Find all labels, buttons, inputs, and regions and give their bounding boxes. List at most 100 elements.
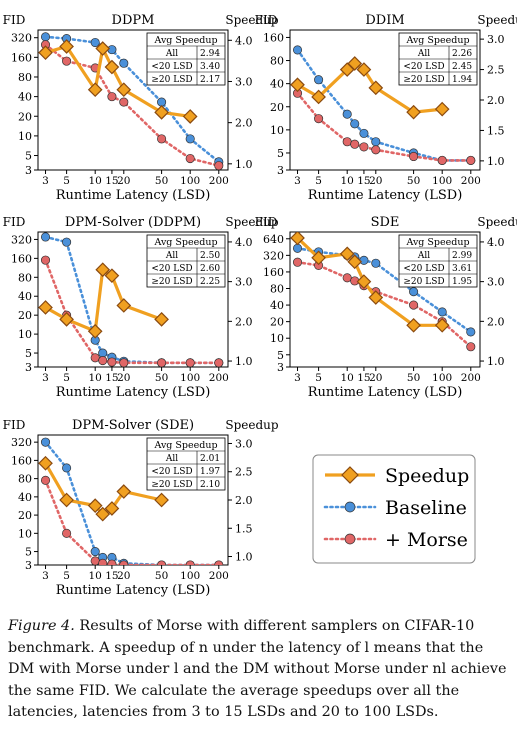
- baseline-point: [98, 348, 108, 358]
- table-row-label: ≥20 LSD: [403, 277, 444, 287]
- x-axis-label: Runtime Latency (LSD): [56, 385, 211, 400]
- y-tick-label: 20: [18, 110, 32, 123]
- morse-point: [350, 139, 360, 149]
- series-group: [38, 232, 224, 367]
- table-row-value: 2.25: [200, 277, 220, 287]
- avg-speedup-table: Avg Speedup All 2.94 <20 LSD 3.40 ≥20 LSD 2.17: [146, 32, 226, 86]
- speedup-point: [104, 268, 120, 284]
- y-tick-label: 640: [263, 233, 284, 246]
- morse-point: [342, 137, 352, 147]
- baseline-point: [62, 463, 72, 473]
- x-axis-label: Runtime Latency (LSD): [56, 188, 211, 203]
- y-tick-label: 40: [270, 78, 284, 91]
- y2-tick-label: 1.0: [235, 158, 253, 171]
- table-row-value: 3.40: [200, 62, 220, 72]
- y2-axis-label: Speedup: [225, 13, 279, 27]
- y2-tick-label: 1.0: [235, 551, 253, 564]
- speedup-point: [406, 317, 421, 333]
- table-row-value: 1.94: [452, 75, 472, 85]
- y2-tick-label: 4.0: [487, 236, 505, 249]
- baseline-point: [40, 32, 51, 42]
- x-tick-label: 200: [209, 570, 229, 582]
- chart-title: DPM-Solver (DDPM): [65, 215, 201, 230]
- baseline-point: [292, 243, 303, 253]
- speedup-point: [38, 45, 53, 60]
- morse-point: [185, 560, 195, 565]
- morse-point: [437, 155, 447, 165]
- x-tick-label: 20: [117, 372, 130, 384]
- y-tick-label: 5: [25, 347, 32, 360]
- x-tick-label: 100: [180, 175, 200, 187]
- table-row-label: <20 LSD: [151, 467, 192, 477]
- y2-tick-label: 2.0: [235, 117, 253, 130]
- table-row-value: 2.01: [200, 454, 220, 464]
- morse-point: [214, 560, 224, 565]
- table-row-label: ≥20 LSD: [151, 75, 192, 85]
- morse-point: [292, 257, 303, 267]
- x-tick-label: 200: [209, 372, 229, 384]
- baseline-point: [466, 327, 476, 337]
- y-tick-label: 20: [270, 101, 284, 114]
- y2-tick-label: 3.0: [487, 276, 505, 289]
- y-tick-label: 3: [25, 164, 32, 177]
- morse-point: [107, 357, 117, 367]
- legend-marker: [341, 466, 359, 484]
- legend-label: Speedup: [385, 465, 469, 487]
- baseline-point: [292, 45, 303, 55]
- x-tick-label: 5: [63, 175, 70, 187]
- y2-tick-label: 2.0: [235, 315, 253, 328]
- avg-speedup-table: Avg Speedup All 2.99 <20 LSD 3.61 ≥20 LSD 1.95: [398, 234, 478, 288]
- table-row-value: 1.95: [452, 277, 472, 287]
- table-header: Avg Speedup: [153, 440, 217, 451]
- x-tick-label: 3: [42, 175, 49, 187]
- plot-frame: [37, 29, 229, 171]
- y-tick-label: 320: [11, 436, 32, 449]
- speedup-point: [95, 506, 111, 522]
- morse-point: [371, 145, 381, 155]
- baseline-point: [350, 119, 360, 129]
- baseline-point: [40, 437, 51, 447]
- y-tick-label: 10: [18, 130, 32, 143]
- y-tick-label: 80: [18, 473, 32, 486]
- speedup-point: [59, 39, 74, 54]
- chart-panel-2: DDIM FID Speedup Runtime Latency (LSD) 3 5 10 2…: [255, 13, 517, 203]
- x-tick-label: 20: [117, 175, 130, 187]
- x-tick-label: 50: [155, 372, 168, 384]
- chart-panel-5: DPM-Solver (SDE) FID Speedup Runtime Latenc…: [3, 418, 279, 598]
- y2-axis-label: Speedup: [477, 13, 517, 27]
- y-tick-label: 320: [263, 249, 284, 262]
- speedup-point: [347, 56, 363, 71]
- morse-point: [214, 161, 224, 170]
- y-tick-label: 5: [25, 150, 32, 163]
- morse-point: [119, 97, 129, 107]
- speedup-point: [116, 298, 132, 313]
- morse-point: [62, 528, 72, 538]
- speedup-point: [116, 484, 132, 499]
- x-tick-label: 200: [461, 372, 481, 384]
- chart-title: DDIM: [365, 13, 404, 28]
- morse-point: [90, 353, 100, 363]
- speedup-point: [311, 250, 326, 266]
- x-tick-label: 10: [89, 570, 102, 582]
- table-row-label: ≥20 LSD: [151, 277, 192, 287]
- speedup-point: [87, 323, 103, 339]
- baseline-point: [185, 134, 195, 144]
- x-tick-label: 50: [155, 175, 168, 187]
- y-tick-label: 320: [11, 233, 32, 246]
- baseline-point: [90, 37, 100, 48]
- x-tick-label: 5: [63, 372, 70, 384]
- y-tick-label: 40: [18, 491, 32, 504]
- caption-text: Results of Morse with different samplers…: [8, 618, 507, 720]
- speedup-point: [434, 101, 450, 117]
- table-row-label: <20 LSD: [403, 264, 444, 274]
- y-axis-label: FID: [255, 13, 278, 27]
- y-tick-label: 80: [270, 282, 284, 295]
- morse-point: [359, 142, 369, 152]
- baseline-point: [359, 255, 369, 265]
- table-header: Avg Speedup: [405, 237, 469, 248]
- y-tick-label: 80: [18, 71, 32, 84]
- y2-tick-label: 3.0: [487, 33, 505, 46]
- legend-marker: [344, 533, 356, 545]
- y-tick-label: 40: [18, 290, 32, 303]
- figure-caption: Figure 4. Results of Morse with differen…: [8, 616, 513, 724]
